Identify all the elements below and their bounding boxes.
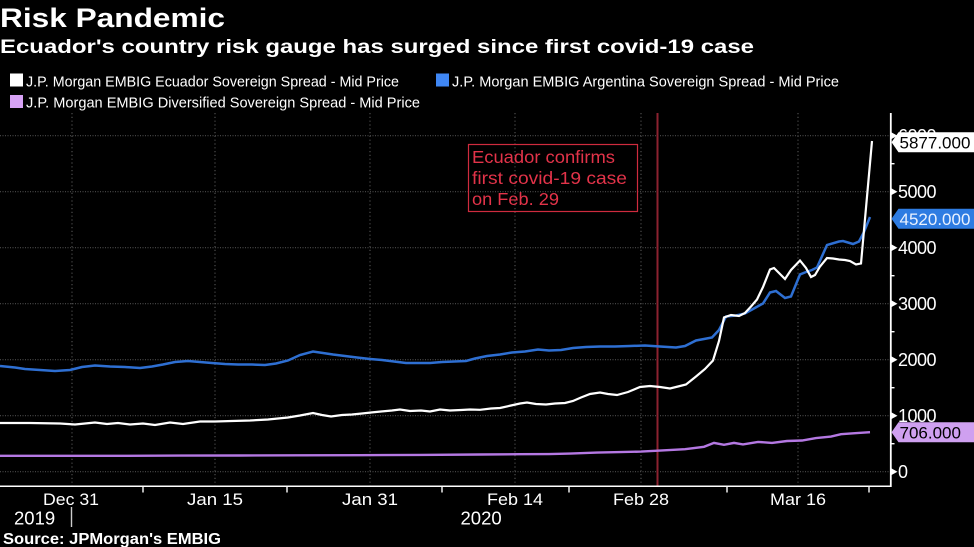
- svg-text:2000: 2000: [898, 350, 937, 370]
- svg-text:J.P. Morgan EMBIG Argentina So: J.P. Morgan EMBIG Argentina Sovereign Sp…: [452, 74, 839, 91]
- svg-text:J.P. Morgan EMBIG Ecuador Sove: J.P. Morgan EMBIG Ecuador Sovereign Spre…: [26, 74, 399, 91]
- svg-text:Jan 15: Jan 15: [187, 490, 243, 509]
- svg-text:4520.000: 4520.000: [900, 210, 971, 229]
- svg-text:on Feb. 29: on Feb. 29: [472, 189, 559, 209]
- svg-text:Ecuador's country risk gauge h: Ecuador's country risk gauge has surged …: [0, 37, 754, 58]
- svg-text:Feb 14: Feb 14: [487, 490, 543, 509]
- svg-text:4000: 4000: [898, 238, 937, 258]
- svg-text:0: 0: [898, 462, 908, 482]
- svg-text:5000: 5000: [898, 182, 937, 202]
- svg-text:2019: 2019: [14, 508, 55, 529]
- svg-text:J.P. Morgan EMBIG Diversified: J.P. Morgan EMBIG Diversified Sovereign …: [26, 95, 420, 112]
- svg-text:1000: 1000: [898, 406, 937, 426]
- svg-text:Mar 16: Mar 16: [770, 490, 826, 509]
- svg-text:3000: 3000: [898, 294, 937, 314]
- svg-text:Dec 31: Dec 31: [43, 490, 99, 509]
- svg-text:Feb 28: Feb 28: [613, 490, 669, 509]
- svg-text:Source: JPMorgan's EMBIG: Source: JPMorgan's EMBIG: [3, 531, 221, 547]
- svg-text:first covid-19 case: first covid-19 case: [472, 168, 627, 188]
- svg-text:Risk Pandemic: Risk Pandemic: [0, 3, 225, 33]
- svg-text:706.000: 706.000: [900, 424, 961, 443]
- svg-text:2020: 2020: [461, 508, 502, 529]
- svg-text:Ecuador confirms: Ecuador confirms: [472, 147, 615, 167]
- svg-text:5877.000: 5877.000: [900, 133, 971, 152]
- svg-text:Jan 31: Jan 31: [342, 490, 398, 509]
